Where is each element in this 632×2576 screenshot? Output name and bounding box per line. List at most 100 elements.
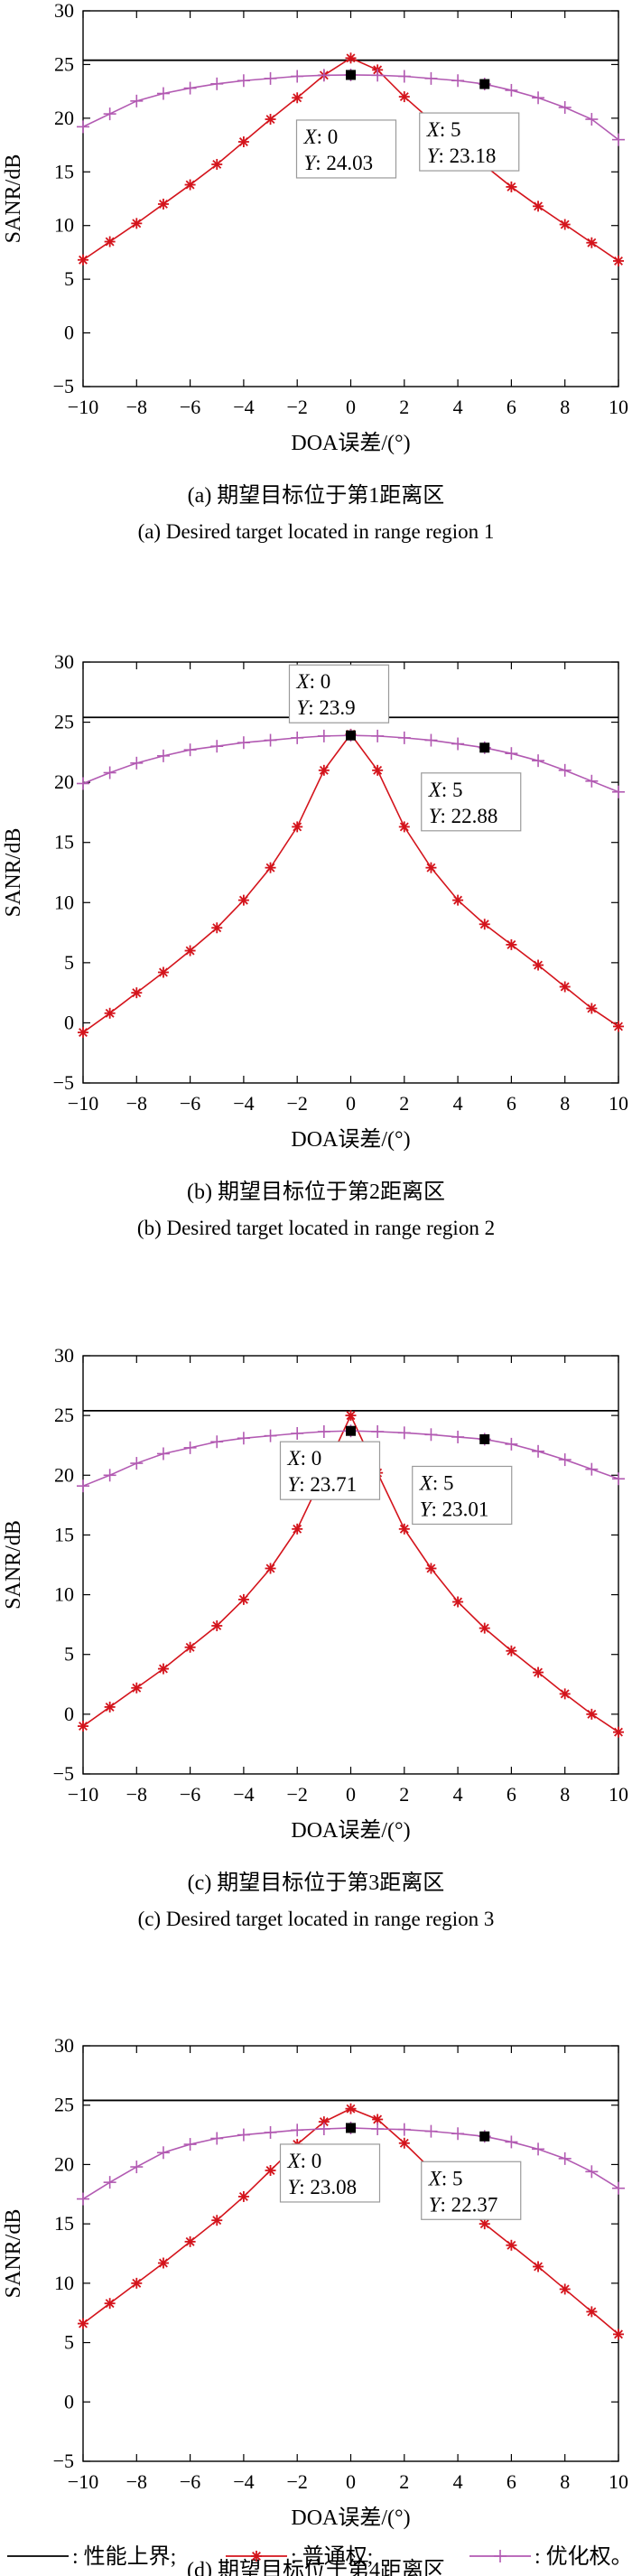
data-point-optimized: [130, 756, 144, 770]
data-point-ordinary: [318, 764, 330, 776]
data-point-optimized: [156, 1447, 170, 1461]
data-point-optimized: [291, 2123, 304, 2137]
data-point-ordinary: [559, 1688, 571, 1700]
data-point-ordinary: [184, 1641, 196, 1653]
x-tick-label: −2: [286, 1092, 307, 1115]
data-point-optimized: [612, 785, 625, 798]
data-point-optimized: [371, 69, 385, 82]
x-tick-label: 10: [609, 1092, 628, 1115]
y-tick-label: 10: [54, 1583, 74, 1606]
legend-label-ordinary: : 普通权;: [291, 2544, 373, 2569]
data-point-ordinary: [506, 2239, 517, 2251]
data-point-optimized: [183, 2138, 197, 2151]
x-tick-label: 4: [453, 1092, 463, 1115]
data-point-optimized: [424, 2124, 438, 2138]
data-point-ordinary: [452, 894, 464, 906]
chart-panel-b: −5 0 5 10 15 20 25 30 −10 −8 −6 −4 −2 0 2 4 6 8 10 SANR/dB D…: [2, 650, 628, 1239]
data-point-optimized: [237, 736, 250, 750]
data-point-ordinary: [613, 1726, 624, 1738]
data-point-optimized: [130, 2161, 144, 2174]
data-point-ordinary: [265, 862, 276, 873]
datatip-x: X: 0: [303, 126, 339, 148]
data-point-ordinary: [104, 2298, 116, 2310]
y-tick-label: 20: [54, 107, 74, 129]
data-point-optimized: [210, 77, 224, 90]
data-point-ordinary: [533, 2261, 544, 2273]
data-point-ordinary: [157, 966, 169, 978]
x-tick-label: 0: [346, 396, 356, 418]
data-point-ordinary: [78, 2318, 88, 2329]
y-axis-label: SANR/dB: [2, 154, 25, 244]
data-point-ordinary: [265, 1563, 276, 1574]
data-point-optimized: [558, 1453, 572, 1467]
datatip-marker: [479, 742, 490, 753]
x-tick-label: 8: [560, 1092, 570, 1115]
x-tick-label: 10: [609, 1783, 628, 1806]
x-tick-label: 4: [453, 1783, 463, 1806]
data-point-optimized: [317, 2123, 330, 2135]
chart-panel-a: −5 0 5 10 15 20 25 30 −10 −8 −6 −4 −2 0 2 4 6 8 10 SANR/dB D…: [2, 0, 628, 543]
x-tick-label: 6: [507, 1092, 516, 1115]
x-tick-label: −8: [126, 1783, 147, 1806]
datatip-y: Y: 24.03: [304, 152, 374, 174]
data-point-ordinary: [131, 1682, 143, 1694]
data-point-optimized: [156, 87, 170, 100]
data-point-optimized: [291, 731, 304, 744]
data-point-ordinary: [398, 91, 410, 103]
data-point-ordinary: [506, 181, 517, 192]
data-point-optimized: [585, 2165, 599, 2179]
y-tick-label: 30: [54, 0, 74, 22]
legend-marker-ordinary: [251, 2551, 262, 2562]
datatip-box: [279, 1441, 381, 1500]
datatip-x: X: 5: [426, 118, 461, 141]
x-tick-label: −10: [68, 1092, 98, 1115]
legend-item-optimized: : 优化权。: [469, 2544, 632, 2569]
legend-marker-optimized: [494, 2550, 507, 2562]
data-point-ordinary: [586, 1708, 598, 1720]
y-tick-label: 5: [64, 2331, 74, 2354]
datatip: X: 5 Y: 22.37: [421, 2131, 522, 2220]
data-point-ordinary: [613, 1021, 624, 1032]
x-tick-label: 6: [507, 1783, 516, 1806]
x-tick-label: −2: [286, 2470, 307, 2493]
data-point-optimized: [77, 1479, 89, 1493]
data-point-ordinary: [613, 2329, 624, 2340]
caption-en: (c) Desired target located in range regi…: [138, 1908, 495, 1930]
datatip-x: X: 0: [287, 1447, 322, 1470]
x-tick-label: 0: [346, 1092, 356, 1115]
x-axis-label: DOA误差/(°): [291, 1818, 410, 1843]
x-tick-label: 8: [560, 396, 570, 418]
data-point-ordinary: [292, 821, 303, 833]
x-tick-label: −6: [180, 396, 200, 418]
datatip-marker: [346, 1425, 356, 1436]
datatip-box: [421, 772, 522, 832]
x-tick-label: −8: [126, 2470, 147, 2493]
data-point-optimized: [424, 1428, 438, 1442]
data-point-ordinary: [372, 764, 384, 776]
y-tick-label: 0: [64, 322, 74, 344]
legend: : 性能上界;: 普通权;: 优化权。: [7, 2544, 632, 2569]
data-point-optimized: [103, 107, 116, 121]
datatip: X: 0 Y: 23.08: [279, 2123, 381, 2203]
data-point-ordinary: [586, 2306, 598, 2318]
y-tick-label: 5: [64, 951, 74, 974]
x-tick-label: −8: [126, 1092, 147, 1115]
y-tick-label: −5: [53, 375, 74, 397]
y-tick-label: 25: [54, 711, 74, 733]
datatip: X: 5 Y: 22.88: [421, 742, 522, 832]
x-tick-label: −4: [233, 1092, 254, 1115]
series-line-ordinary: [82, 2107, 619, 2335]
data-point-ordinary: [237, 894, 249, 906]
data-point-optimized: [183, 1441, 197, 1454]
data-point-ordinary: [372, 2114, 384, 2125]
x-tick-label: −10: [68, 1783, 98, 1806]
datatip-box: [279, 2143, 381, 2203]
y-tick-label: −5: [53, 1762, 74, 1785]
data-point-optimized: [612, 1472, 625, 1486]
y-tick-label: 10: [54, 214, 74, 237]
data-point-optimized: [585, 1462, 599, 1476]
data-point-ordinary: [104, 1007, 116, 1019]
data-point-optimized: [397, 70, 411, 83]
data-point-optimized: [264, 1429, 277, 1442]
data-point-ordinary: [104, 1701, 116, 1713]
